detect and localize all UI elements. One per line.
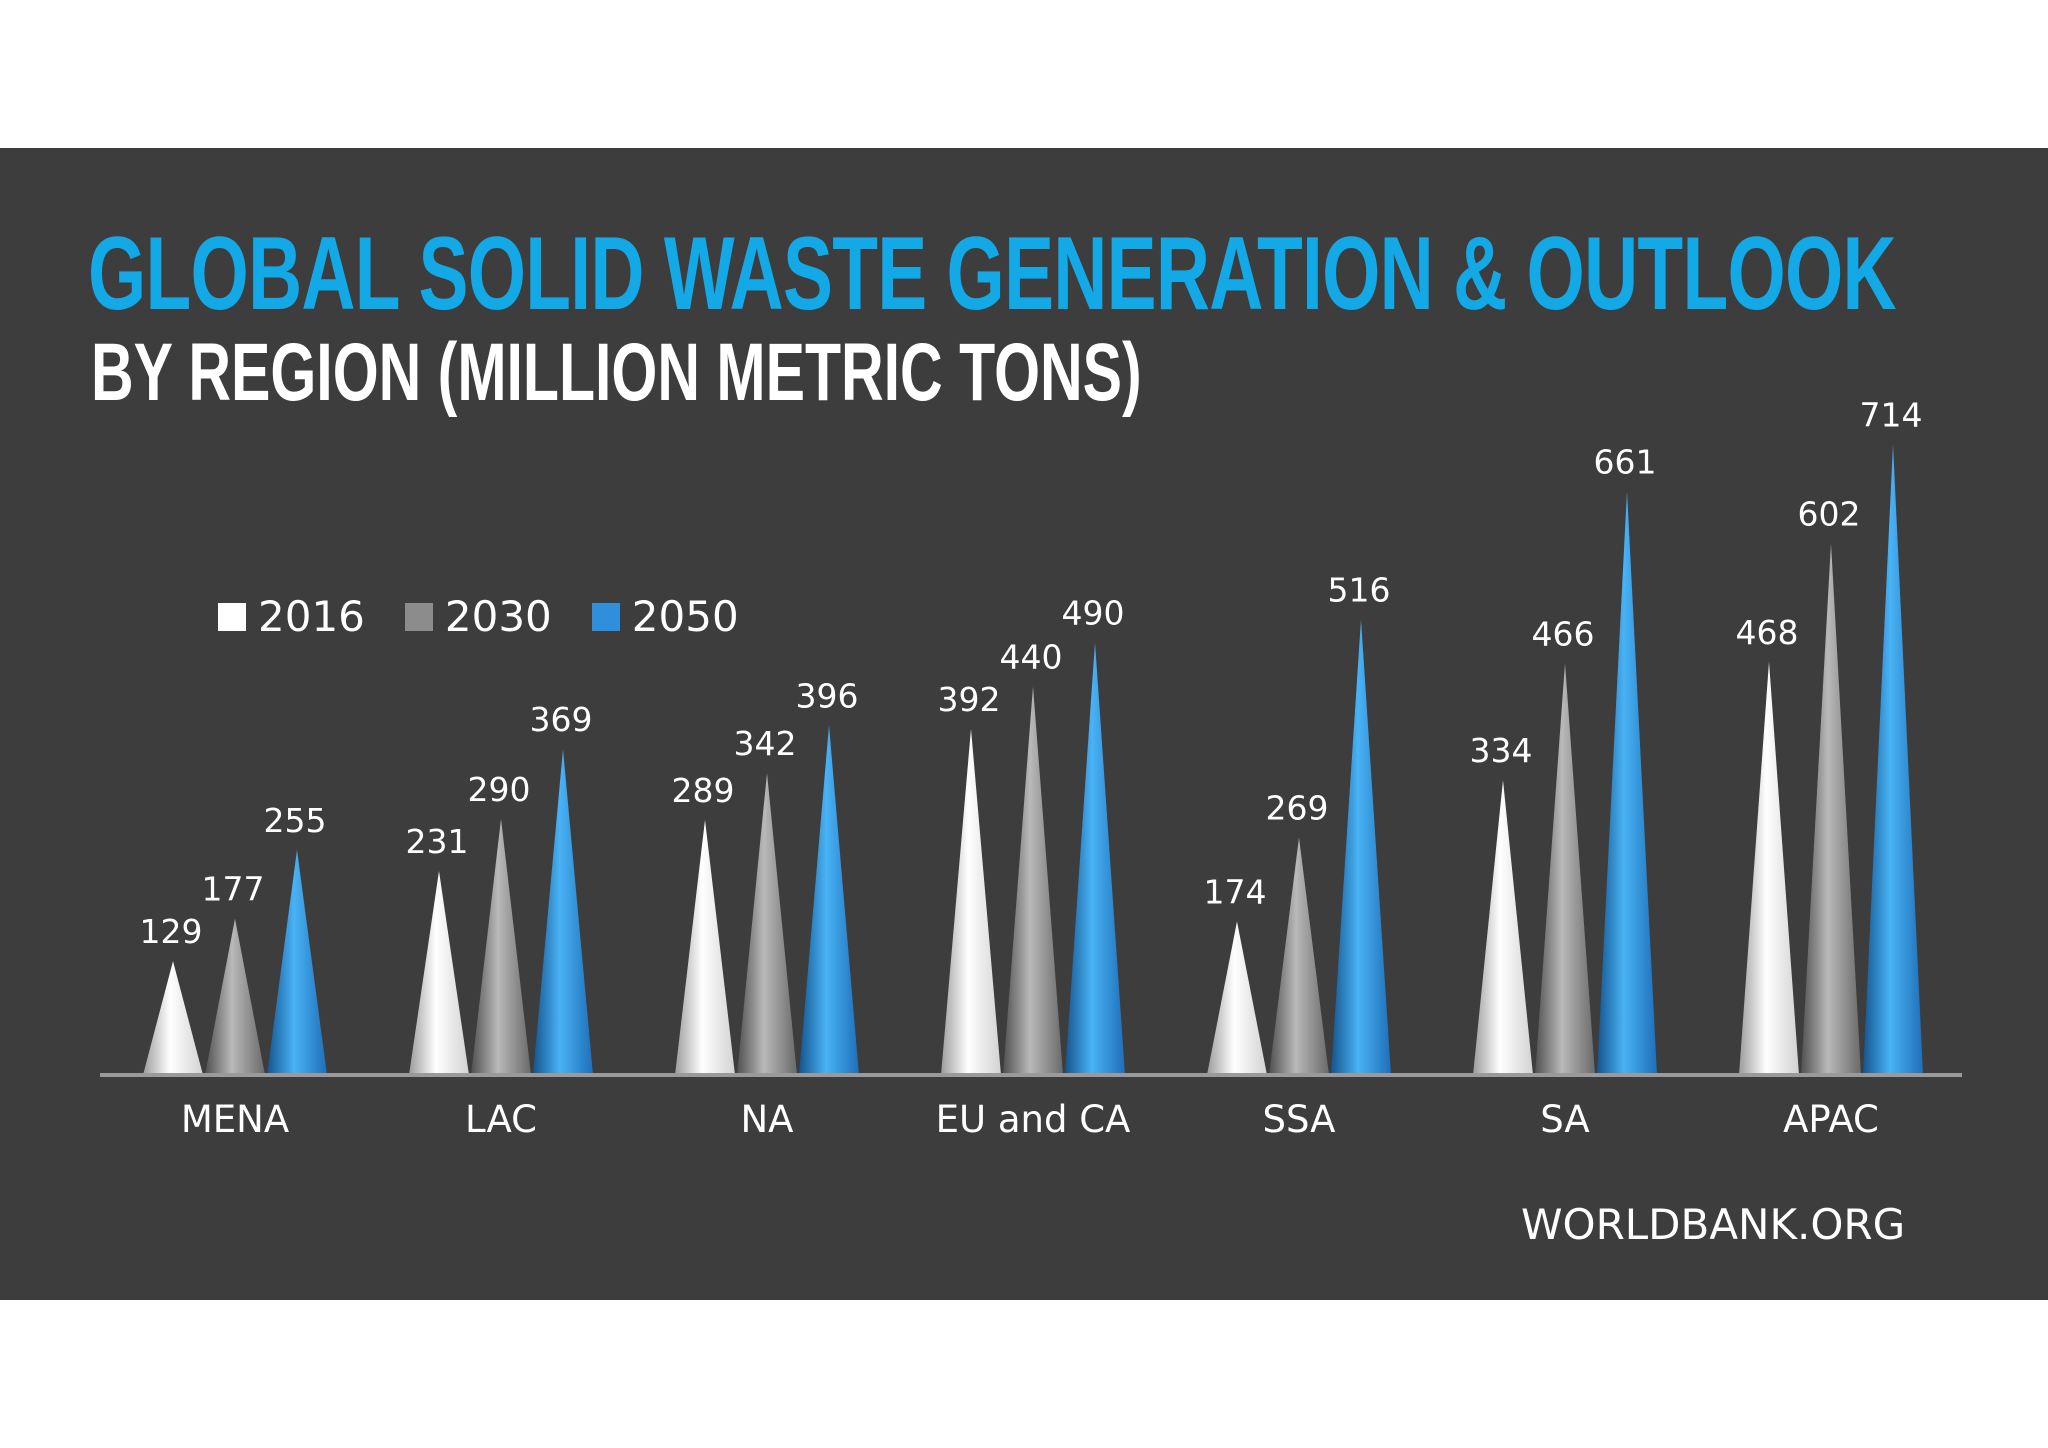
value-label-eu-and-ca-2030: 440 (1000, 637, 1063, 676)
cone-sa-2030 (1535, 663, 1595, 1075)
cone-eu-and-ca-2030 (1003, 686, 1063, 1075)
category-label-ssa: SSA (1263, 1098, 1336, 1141)
value-label-mena-2050: 255 (264, 801, 327, 840)
cone-apac-2016 (1739, 661, 1799, 1075)
value-label-eu-and-ca-2050: 490 (1062, 593, 1125, 632)
value-label-ssa-2050: 516 (1328, 570, 1391, 609)
cone-ssa-2030 (1269, 837, 1329, 1075)
value-label-lac-2050: 369 (530, 700, 593, 739)
value-label-eu-and-ca-2016: 392 (938, 680, 1001, 719)
category-label-na: NA (741, 1098, 794, 1141)
chart-subtitle: BY REGION (MILLION METRIC TONS) (91, 327, 1142, 418)
value-label-mena-2030: 177 (202, 870, 265, 909)
value-label-apac-2050: 714 (1860, 396, 1923, 435)
value-label-lac-2016: 231 (406, 822, 469, 861)
cone-lac-2050 (533, 749, 593, 1075)
value-label-ssa-2030: 269 (1266, 788, 1329, 827)
legend-label-2050: 2050 (631, 592, 739, 641)
legend-label-2030: 2030 (444, 592, 552, 641)
value-label-apac-2030: 602 (1798, 494, 1861, 533)
source-credit: WORLDBANK.ORG (1521, 1200, 1906, 1249)
category-label-lac: LAC (465, 1098, 537, 1141)
legend-swatch-2050 (591, 602, 620, 631)
value-label-na-2050: 396 (796, 676, 859, 715)
cone-na-2016 (675, 819, 735, 1075)
chart-title: GLOBAL SOLID WASTE GENERATION & OUTLOOK (88, 216, 1897, 332)
legend: 2016 2030 2050 (218, 592, 779, 641)
cone-sa-2016 (1473, 780, 1533, 1075)
value-label-sa-2050: 661 (1594, 442, 1657, 481)
cone-apac-2050 (1863, 444, 1923, 1076)
value-label-apac-2016: 468 (1736, 613, 1799, 652)
value-label-mena-2016: 129 (140, 912, 203, 951)
legend-item-2016: 2016 (218, 592, 365, 641)
legend-swatch-2016 (218, 602, 246, 631)
infographic-panel (0, 148, 2048, 1300)
value-label-lac-2030: 290 (468, 770, 531, 809)
category-label-sa: SA (1540, 1098, 1589, 1141)
cone-apac-2030 (1801, 543, 1861, 1075)
cone-mena-2016 (143, 961, 203, 1075)
category-label-apac: APAC (1783, 1098, 1879, 1141)
legend-item-2050: 2050 (591, 592, 739, 641)
category-label-mena: MENA (181, 1098, 289, 1141)
cone-lac-2016 (409, 871, 469, 1075)
value-label-sa-2030: 466 (1532, 615, 1595, 654)
cone-mena-2030 (205, 918, 265, 1075)
cone-ssa-2050 (1331, 619, 1391, 1075)
legend-label-2016: 2016 (258, 592, 365, 641)
value-label-na-2016: 289 (672, 771, 735, 810)
cone-na-2050 (799, 725, 859, 1075)
cone-eu-and-ca-2050 (1065, 642, 1125, 1075)
value-label-ssa-2016: 174 (1204, 872, 1267, 911)
cone-eu-and-ca-2016 (941, 728, 1001, 1075)
legend-item-2030: 2030 (404, 592, 552, 641)
value-label-na-2030: 342 (734, 724, 797, 763)
cone-lac-2030 (471, 818, 531, 1075)
value-label-sa-2016: 334 (1470, 731, 1533, 770)
category-label-eu-and-ca: EU and CA (936, 1098, 1131, 1141)
cone-na-2030 (737, 773, 797, 1075)
cone-mena-2050 (267, 849, 327, 1075)
legend-swatch-2030 (404, 602, 433, 631)
cone-sa-2050 (1597, 491, 1657, 1075)
cone-ssa-2016 (1207, 921, 1267, 1075)
